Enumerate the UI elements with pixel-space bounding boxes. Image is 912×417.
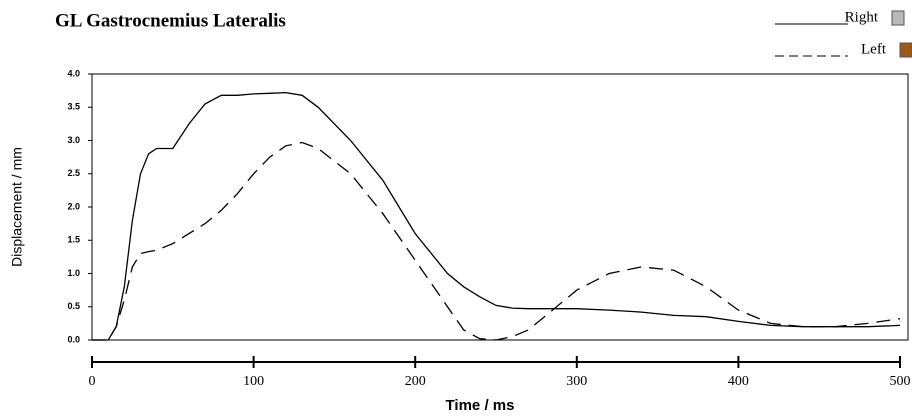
line-series [92,91,901,341]
y-tick-label: 3.0 [67,135,80,145]
y-tick-label: 0.5 [67,301,80,311]
x-tick-label: 200 [405,374,426,389]
x-tick-label: 100 [243,374,264,389]
y-tick-label: 1.5 [67,235,80,245]
y-tick-label: 1.0 [67,268,80,278]
x-tick-label: 400 [728,374,749,389]
y-tick-label: 2.5 [67,168,80,178]
plot-frame [91,73,909,341]
legend-swatch [891,10,905,26]
line-series [92,141,901,341]
y-tick-label: 2.0 [67,201,80,211]
y-tick-label: 3.5 [67,102,80,112]
x-axis-label: Time / ms [446,397,515,414]
y-tick-label: 4.0 [67,68,80,78]
x-tick-label: 500 [890,374,911,389]
chart-title: GL Gastrocnemius Lateralis [55,10,286,31]
legend-label: Left [861,41,887,57]
y-tick-label: 0.0 [67,334,80,344]
legend-label: Right [845,9,879,25]
x-tick-label: 300 [566,374,587,389]
x-tick-label: 0 [89,374,96,389]
legend-swatch [899,42,912,58]
y-axis-label: Displacement / mm [9,147,25,267]
